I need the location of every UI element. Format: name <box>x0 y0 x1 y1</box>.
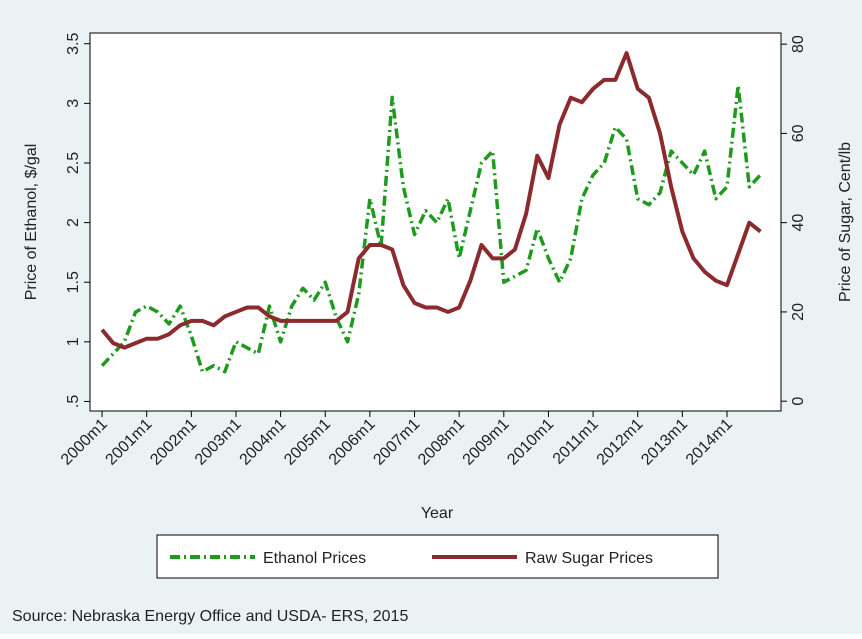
y2-tick-label: 0 <box>790 397 807 406</box>
y-tick-label: 3.5 <box>65 33 82 55</box>
y-tick-label: 2.5 <box>65 152 82 174</box>
y2-tick-label: 40 <box>790 214 807 232</box>
y2-axis-label: Price of Sugar, Cent/lb <box>837 142 854 302</box>
y2-tick-label: 60 <box>790 124 807 142</box>
x-axis-label: Year <box>421 505 454 522</box>
source-note: Source: Nebraska Energy Office and USDA-… <box>12 608 408 625</box>
series-line <box>100 83 762 374</box>
series-line <box>100 51 762 350</box>
y-tick-label: 3 <box>65 99 82 108</box>
y-tick-label: 2 <box>65 218 82 227</box>
y2-tick-label: 20 <box>790 303 807 321</box>
y2-tick-label: 80 <box>790 35 807 53</box>
y-tick-label: 1.5 <box>65 271 82 293</box>
legend-label: Ethanol Prices <box>263 550 366 567</box>
y-tick-label: .5 <box>65 395 82 408</box>
y-tick-label: 1 <box>65 337 82 346</box>
y-axis-label: Price of Ethanol, $/gal <box>23 144 40 301</box>
legend-label: Raw Sugar Prices <box>525 550 653 567</box>
